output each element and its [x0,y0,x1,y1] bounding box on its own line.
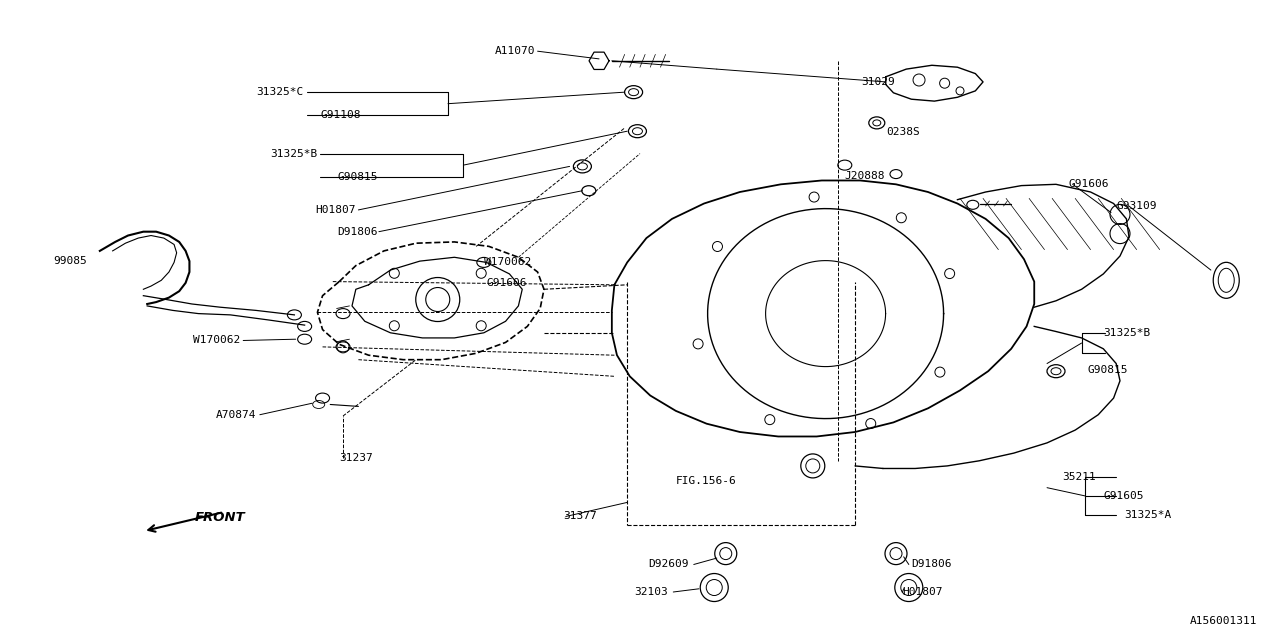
Text: H01807: H01807 [902,587,943,597]
Text: 31325*C: 31325*C [256,86,303,97]
Text: 32103: 32103 [635,587,668,597]
Text: 31325*A: 31325*A [1124,510,1171,520]
Text: A156001311: A156001311 [1189,616,1257,626]
Text: FIG.156-6: FIG.156-6 [676,476,736,486]
Text: D91806: D91806 [337,227,378,237]
Text: G93109: G93109 [1116,201,1157,211]
Text: 31325*B: 31325*B [270,148,317,159]
Text: 31325*B: 31325*B [1103,328,1151,338]
Text: J20888: J20888 [845,171,886,181]
Text: G90815: G90815 [337,172,378,182]
Text: 31377: 31377 [563,511,596,522]
Text: H01807: H01807 [315,205,356,215]
Text: G91108: G91108 [320,110,361,120]
Text: 99085: 99085 [54,256,87,266]
Text: A70874: A70874 [215,410,256,420]
Text: FRONT: FRONT [195,511,246,524]
Text: D92609: D92609 [648,559,689,570]
Text: G91606: G91606 [486,278,527,288]
Text: 0238S: 0238S [886,127,919,138]
Text: D91806: D91806 [911,559,952,570]
Text: A11070: A11070 [494,46,535,56]
Text: 35211: 35211 [1062,472,1096,482]
Text: G91606: G91606 [1069,179,1110,189]
Text: G91605: G91605 [1103,491,1144,501]
Text: W170062: W170062 [484,257,531,268]
Text: W170062: W170062 [193,335,241,346]
Text: 31237: 31237 [339,452,372,463]
Text: 31029: 31029 [861,77,895,87]
Text: G90815: G90815 [1088,365,1129,375]
